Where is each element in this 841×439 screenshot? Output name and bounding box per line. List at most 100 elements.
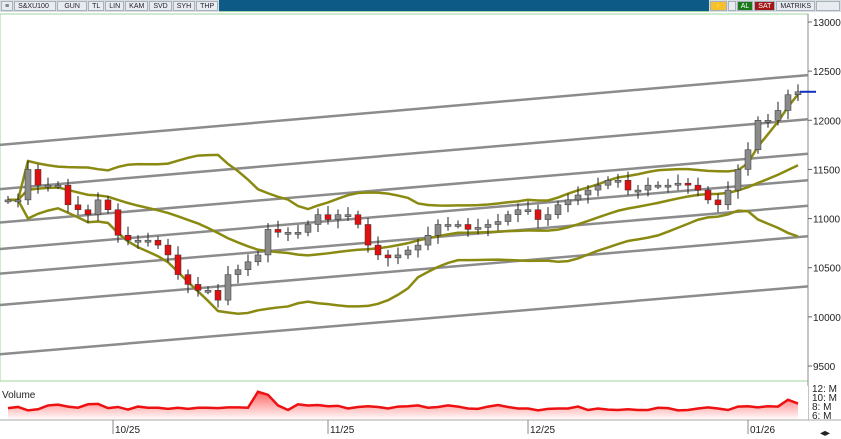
x-tick-label: 01/26 [750,425,775,436]
candle-body [384,254,392,259]
kam-button[interactable]: KAM [125,0,149,11]
lightning-icon[interactable]: ⚡ [710,0,727,11]
candle-body [784,94,792,111]
candle [714,193,722,213]
candle-body [794,91,802,95]
candle-body [54,184,62,188]
volume-tick-label: 10: M [812,393,837,404]
candle-body [4,199,12,203]
matriks-button[interactable]: MATRIKS [776,0,815,11]
candle [214,284,222,308]
candle [564,193,572,213]
candle [494,214,502,231]
candle [144,232,152,247]
thp-button[interactable]: THP [196,0,219,11]
candle [334,209,342,229]
y-tick-label: 11000 [813,215,841,226]
candle-body [124,235,132,241]
candle-body [584,189,592,196]
candle-body [274,229,282,233]
candle-body [424,235,432,246]
period-button[interactable]: GUN [57,0,88,11]
candle [674,174,682,191]
y-tick-label: 10500 [813,264,841,275]
candle-body [64,184,72,206]
candle [114,203,122,243]
y-tick-label: 12000 [813,116,841,127]
candle-body [514,209,522,215]
channel-line [0,235,809,307]
candle [44,177,52,192]
candle [354,210,362,229]
candle-body [624,179,632,191]
volume-tick-label: 8: M [812,402,831,413]
candle-body [154,239,162,246]
candle-body [474,227,482,230]
candle [474,218,482,235]
lin-button[interactable]: LIN [105,0,125,11]
currency-button[interactable]: TL [88,0,105,11]
sell-button[interactable]: SAT [754,0,776,11]
buy-button[interactable]: AL [736,0,754,11]
candle-body [694,184,702,191]
candle-body [604,179,612,186]
refresh-icon[interactable] [727,0,736,11]
toolbar: ≡ S&XU100 GUN TL LIN KAM SVD SYH THP ⚡ A… [0,0,841,12]
candle-body [44,184,52,188]
candle-body [724,189,732,206]
menu-icon[interactable]: ≡ [1,0,14,11]
scroll-arrows-icon[interactable]: ◂▸ [820,428,830,439]
candle [794,84,802,102]
candle-body [284,232,292,235]
candle-body [464,224,472,230]
candle [284,227,292,241]
candle [544,207,552,226]
candle-body [104,199,112,210]
candle [464,218,472,237]
candle [504,210,512,226]
candle [584,184,592,204]
candle-body [644,184,652,191]
candle [434,219,442,244]
candle-body [364,224,372,246]
candle [514,203,522,223]
candle [784,89,792,120]
candle-body [254,254,262,263]
candle [744,142,752,176]
candle [484,219,492,237]
candle [574,186,582,206]
volume-label: Volume [2,390,36,401]
window-controls[interactable] [816,0,840,11]
candle [644,177,652,197]
candle-body [674,182,682,186]
syh-button[interactable]: SYH [172,0,196,11]
candle [194,276,202,297]
candle-body [714,199,722,206]
candle-body [554,204,562,215]
candle [74,196,82,215]
candle [24,160,32,206]
symbol-field[interactable]: S&XU100 [14,0,57,11]
candle-body [174,254,182,275]
candle [104,195,112,214]
candle [384,249,392,267]
svd-button[interactable]: SVD [149,0,172,11]
upper-band [8,93,799,211]
channel-line [0,204,809,275]
candle-body [634,189,642,193]
candle-body [14,199,22,203]
candle [264,223,272,263]
candle-body [214,290,222,301]
candle [754,116,762,154]
channel-line [0,285,809,356]
candle-body [654,184,662,188]
candle-body [144,239,152,243]
candle-body [24,169,32,201]
candle [734,164,742,199]
candle [664,178,672,193]
candle [634,184,642,199]
candle [694,177,702,197]
candle-body [754,120,762,151]
candle-body [444,224,452,227]
